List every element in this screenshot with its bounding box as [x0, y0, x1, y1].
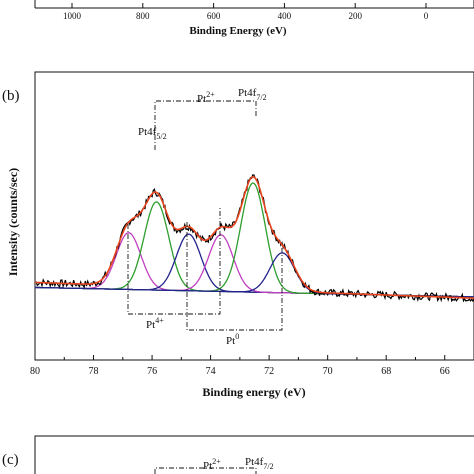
panel-b-curves	[34, 174, 474, 303]
pt0-bracket	[186, 222, 283, 331]
panel-b-x-tick-label: 72	[264, 366, 274, 377]
panel-b-x-tick-label: 66	[440, 366, 450, 377]
panel-b: (b) Intensity (counts/sec) 80 78 76 74 72 70 6…	[2, 71, 474, 399]
panel-b-x-tick-label: 80	[30, 366, 40, 377]
pt4-bracket	[127, 208, 221, 315]
panel-c-label: (c)	[2, 452, 19, 468]
panel-c-frame	[34, 435, 474, 474]
panel-b-label: (b)	[2, 88, 20, 104]
panel-b-y-axis-label: Intensity (counts/sec)	[6, 168, 20, 276]
top-x-tick-label: 800	[136, 11, 150, 21]
top-panel: 1000 800 600 400 200 0 Binding Energy (eV)	[34, 0, 474, 37]
top-x-tick-label: 1000	[63, 11, 82, 21]
pt2-annotation: Pt2+	[197, 90, 215, 105]
panel-b-x-axis-label: Binding energy (eV)	[202, 385, 305, 399]
top-x-axis-label: Binding Energy (eV)	[189, 25, 287, 37]
pt4-annotation: Pt4+	[146, 316, 164, 331]
panel-b-x-ticks: 80 78 76 74 72 70 68 66	[30, 355, 474, 377]
top-x-tick-label: 0	[424, 11, 429, 21]
panel-b-x-tick-label: 74	[206, 366, 216, 377]
top-x-ticks: 1000 800 600 400 200 0	[63, 3, 429, 21]
pt4f52-annotation: Pt4f5/2	[138, 126, 167, 141]
panel-b-x-tick-label: 76	[147, 366, 157, 377]
top-x-tick-label: 600	[207, 11, 221, 21]
component-pt4plus-76_8	[34, 232, 474, 298]
raw-data-line	[34, 174, 474, 303]
panel-c-pt4f72-annotation: Pt4f7/2	[245, 456, 274, 471]
pt2-bracket	[154, 100, 257, 150]
pt4f72-annotation: Pt4f7/2	[238, 87, 267, 102]
component-pt0-74_75	[34, 233, 474, 298]
top-x-tick-label: 400	[278, 11, 292, 21]
panel-c-pt2-annotation: Pt2+	[203, 457, 221, 472]
panel-b-x-tick-label: 78	[89, 366, 99, 377]
top-x-tick-label: 200	[348, 11, 362, 21]
fit-envelope-line	[35, 176, 474, 299]
panel-b-frame	[34, 71, 474, 361]
panel-c: (c) Pt2+ Pt4f7/2	[2, 435, 474, 474]
group-brackets	[127, 100, 283, 331]
panel-b-x-tick-label: 68	[381, 366, 391, 377]
component-pt4plus-73_65	[34, 234, 474, 298]
pt0-annotation: Pt0	[226, 332, 239, 347]
panel-c-pt2-bracket	[154, 467, 257, 474]
panel-b-x-tick-label: 70	[323, 366, 333, 377]
